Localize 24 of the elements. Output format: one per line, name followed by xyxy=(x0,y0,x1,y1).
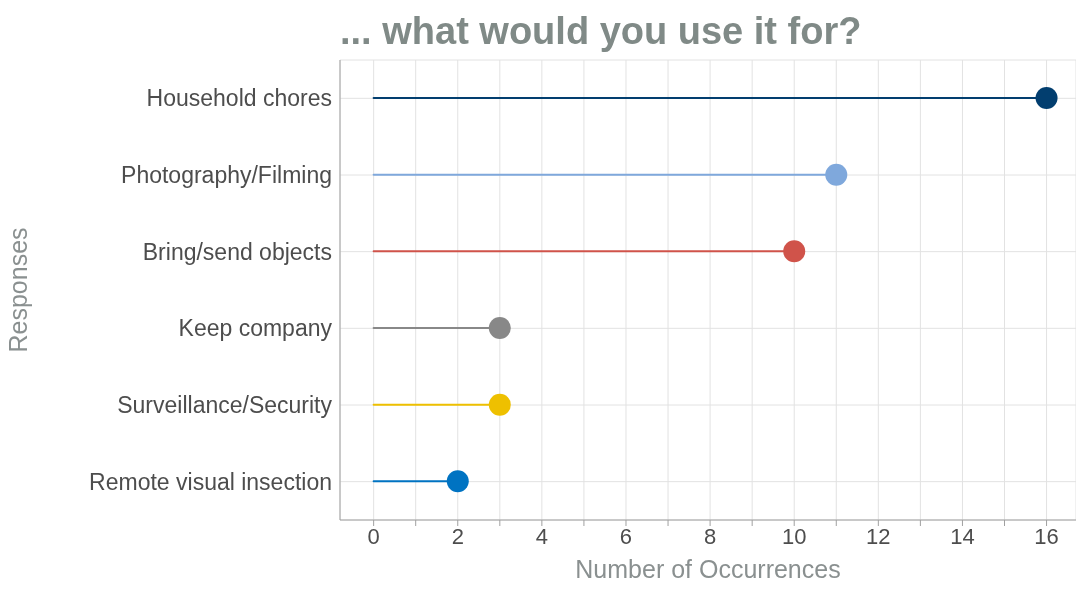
point xyxy=(488,317,511,339)
point xyxy=(488,393,511,416)
y-tick-label: Remote visual insection xyxy=(89,468,332,495)
x-tick-label: 2 xyxy=(451,523,464,549)
x-tick-label: 8 xyxy=(703,523,717,549)
point xyxy=(1035,87,1058,109)
x-axis-title: Number of Occurrences xyxy=(575,555,841,583)
y-axis-title: Responses xyxy=(3,227,32,353)
x-tick-label: 16 xyxy=(1034,523,1059,549)
x-tick-label: 0 xyxy=(367,523,380,549)
point xyxy=(783,240,806,263)
y-tick-label: Household chores xyxy=(146,85,332,112)
x-tick-label: 12 xyxy=(866,523,891,549)
x-tick-label: 6 xyxy=(619,523,633,549)
y-tick-label: Keep company xyxy=(178,315,333,342)
point xyxy=(446,470,469,493)
x-tick-label: 4 xyxy=(535,523,548,549)
y-tick-label: Photography/Filming xyxy=(121,162,332,189)
x-tick-label: 10 xyxy=(781,523,807,549)
point xyxy=(825,163,848,186)
y-tick-label: Bring/send objects xyxy=(142,238,332,265)
y-tick-label: Surveillance/Security xyxy=(117,392,333,419)
chart-title: ... what would you use it for? xyxy=(340,9,862,54)
x-tick-label: 14 xyxy=(950,523,975,549)
